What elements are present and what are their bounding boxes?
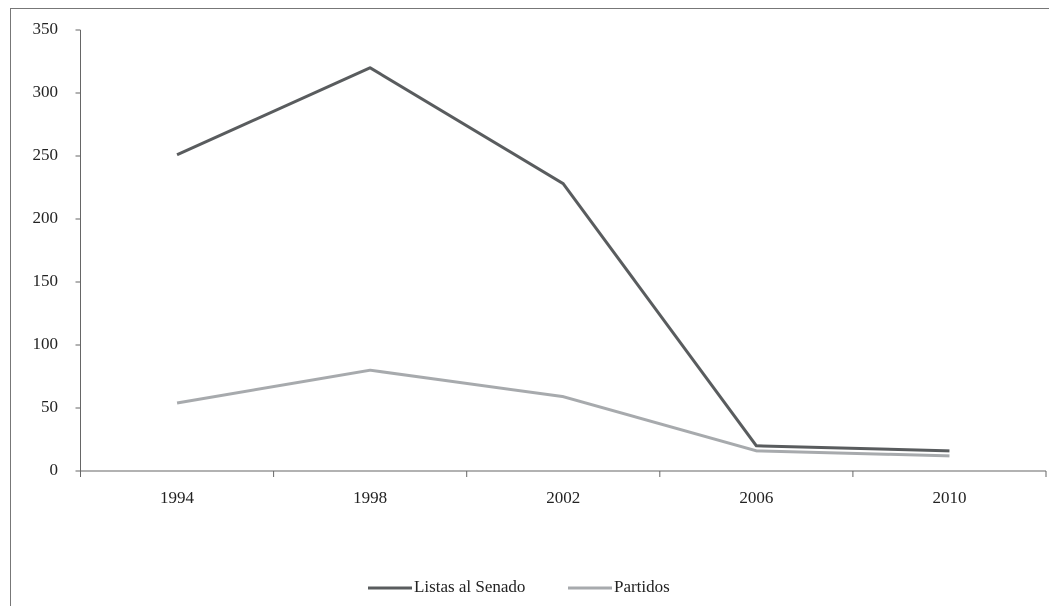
x-tick-label: 2006 [739,488,773,507]
y-tick-label: 50 [41,397,58,416]
series-line [176,66,950,453]
x-tick-label: 2002 [546,488,580,507]
legend-label: Listas al Senado [414,577,525,596]
x-tick-label: 1994 [160,488,195,507]
y-tick-label: 250 [33,145,59,164]
legend-label: Partidos [614,577,670,596]
x-tick-label: 2010 [932,488,966,507]
y-tick-label: 0 [50,460,59,479]
y-tick-label: 100 [33,334,59,353]
y-tick-label: 200 [33,208,59,227]
x-tick-label: 1998 [353,488,387,507]
chart-frame [10,8,1049,606]
y-tick-label: 350 [33,19,59,38]
y-tick-label: 150 [33,271,59,290]
y-tick-label: 300 [33,82,59,101]
series-line [176,368,950,458]
